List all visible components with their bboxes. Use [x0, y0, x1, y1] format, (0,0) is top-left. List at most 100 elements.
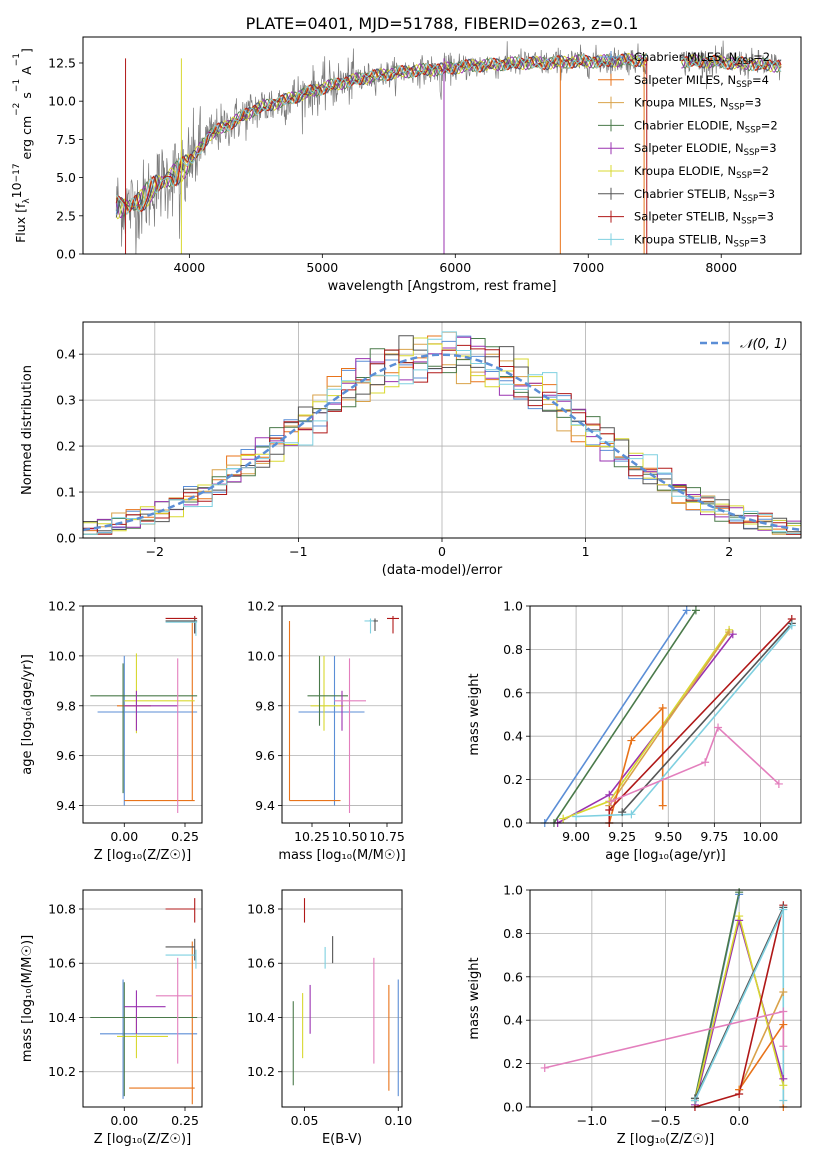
y-tick-label: 0.0	[503, 1100, 523, 1115]
x-tick-label: −1	[289, 544, 307, 559]
axes-mass-vs-Z: 0.00 0.25 10.2 10.4 10.6 10.8 Z [log₁₀(Z/Z☉)] m…	[20, 889, 203, 1147]
y-tick-label: 9.8	[255, 698, 275, 713]
x-tick-label: 10.25	[294, 829, 330, 844]
residual-histogram	[83, 344, 801, 535]
weight-line	[608, 706, 664, 823]
y-tick-label: 10.0	[48, 94, 76, 109]
y-tick-label: 0.4	[503, 729, 523, 744]
axes-frame	[82, 605, 203, 824]
y-axis-label: mass [log₁₀(M/M☉)]	[20, 935, 35, 1062]
weight-point	[607, 797, 616, 806]
weight-line	[621, 622, 793, 813]
legend-entry-sub: SSP	[742, 194, 758, 204]
plot-area-age-vs-mass	[288, 615, 399, 814]
y-label-part: −17	[12, 163, 22, 182]
weight-point	[714, 723, 723, 732]
y-tick-label: 0.2	[56, 439, 76, 454]
x-axis-label: Z [log₁₀(Z/Z☉)]	[94, 848, 191, 863]
x-tick-label: 9.75	[700, 829, 728, 844]
y-tick-label: 0.1	[56, 485, 76, 500]
y-tick-label: 10.2	[48, 1064, 76, 1079]
legend-entry-text: Chabrier MILES, N	[634, 50, 737, 64]
y-tick-label: 9.4	[56, 798, 76, 813]
legend-entry-tail: =4	[752, 73, 769, 87]
plot-area-mass-vs-EBV	[292, 898, 399, 1097]
weight-point	[658, 801, 667, 810]
weight-point	[701, 758, 710, 767]
y-tick-label: 10.0	[247, 648, 275, 663]
weight-point	[682, 606, 691, 615]
y-tick-label: 0.8	[503, 926, 523, 941]
legend-entry: Salpeter STELIB, NSSP=3	[634, 210, 774, 227]
axes-age-vs-Z: 0.00 0.25 9.4 9.6 9.8 10.0 10.2 Z [log₁₀(Z/Z☉)]…	[20, 599, 203, 863]
y-tick-label: 12.5	[48, 55, 76, 70]
y-tick-label: 0.6	[503, 685, 523, 700]
legend-entry-text: Kroupa ELODIE, N	[634, 164, 736, 178]
x-axis-label: Z [log₁₀(Z/Z☉)]	[617, 1132, 714, 1147]
y-tick-label: 9.6	[56, 748, 76, 763]
legend-entry-tail: =2	[761, 118, 778, 132]
x-axis-label: age [log₁₀(age/yr)]	[605, 848, 726, 863]
y-tick-label: 10.4	[48, 1010, 76, 1025]
legend-entry-sub: SSP	[736, 171, 752, 181]
y-label-part: erg cm	[19, 116, 34, 164]
legend-entry-text: Salpeter ELODIE, N	[634, 141, 744, 155]
x-tick-label: 4000	[173, 260, 205, 275]
y-label-part: −2	[12, 103, 22, 116]
x-tick-label: 0.10	[384, 1113, 412, 1128]
axes-frame	[281, 889, 403, 1108]
axes-spectrum: 4000 5000 6000 7000 8000 0.0 2.5 5.0 7.5 10.0 12.5…	[9, 36, 802, 294]
axes-weight-vs-Z: −1.0 −0.5 0.0 0.0 0.2 0.4 0.6 0.8 1.0 Z [log₁₀(Z/…	[467, 883, 802, 1147]
weight-line	[608, 631, 730, 807]
weight-point	[627, 810, 636, 819]
y-tick-label: 10.4	[247, 1010, 275, 1025]
legend-entry: Kroupa ELODIE, NSSP=2	[634, 164, 769, 181]
x-tick-label: 8000	[705, 260, 737, 275]
y-tick-label: 10.0	[48, 648, 76, 663]
legend-entry: Kroupa STELIB, NSSP=3	[634, 232, 766, 249]
x-tick-label: 2	[725, 544, 733, 559]
axes-frame	[281, 605, 403, 824]
y-tick-label: 0.6	[503, 969, 523, 984]
x-tick-label: 7000	[572, 260, 604, 275]
axes-mass-vs-EBV: 0.05 0.10 10.2 10.4 10.6 10.8 E(B-V)	[247, 889, 412, 1147]
x-tick-label: 0.25	[171, 1113, 199, 1128]
legend-entry-tail: =3	[760, 141, 777, 155]
y-tick-label: 7.5	[56, 132, 76, 147]
legend-entry-sub: SSP	[737, 57, 753, 67]
y-tick-label: 10.8	[48, 901, 76, 916]
legend-entry-tail: =3	[758, 187, 775, 201]
legend-entry-sub: SSP	[729, 103, 745, 113]
x-tick-label: −2	[146, 544, 164, 559]
weight-point	[779, 1020, 788, 1029]
y-tick-label: 0.4	[503, 1013, 523, 1028]
y-label-part: −1	[12, 79, 22, 92]
axes-frame	[82, 321, 802, 539]
plot-area-spectrum	[115, 40, 782, 254]
plot-area-weight-vs-age	[544, 609, 793, 823]
x-tick-label: 10.00	[743, 829, 779, 844]
weight-point	[627, 736, 636, 745]
plots-group: 4000 5000 6000 7000 80000.02.55.07.510.012.5…	[9, 36, 802, 1147]
x-tick-label: 0.00	[110, 829, 138, 844]
weight-point	[787, 621, 796, 630]
y-tick-label: 10.6	[48, 956, 76, 971]
legend-entry-tail: =2	[752, 164, 769, 178]
weight-point	[779, 987, 788, 996]
axes-frame	[529, 889, 802, 1108]
legend-entry-sub: SSP	[745, 125, 761, 135]
figure-title: PLATE=0401, MJD=51788, FIBERID=0263, z=0…	[246, 14, 639, 33]
y-tick-label: 0.2	[503, 1056, 523, 1071]
axes-age-vs-mass: 10.25 10.50 10.75 9.4 9.6 9.8 10.0 10.2 mass [lo…	[247, 599, 406, 864]
axes-frame	[82, 36, 802, 255]
y-label-part: s	[19, 92, 34, 103]
legend-entry-text: Kroupa STELIB, N	[634, 232, 734, 246]
y-tick-label: 5.0	[56, 170, 76, 185]
x-tick-label: 0.00	[110, 1113, 138, 1128]
y-label-part: ]	[19, 48, 34, 53]
x-tick-label: 1	[582, 544, 590, 559]
residual-histogram	[83, 337, 801, 532]
legend-entry: Chabrier MILES, NSSP=2	[634, 50, 770, 67]
plot-area-residuals	[83, 331, 801, 535]
weight-point	[618, 808, 627, 817]
